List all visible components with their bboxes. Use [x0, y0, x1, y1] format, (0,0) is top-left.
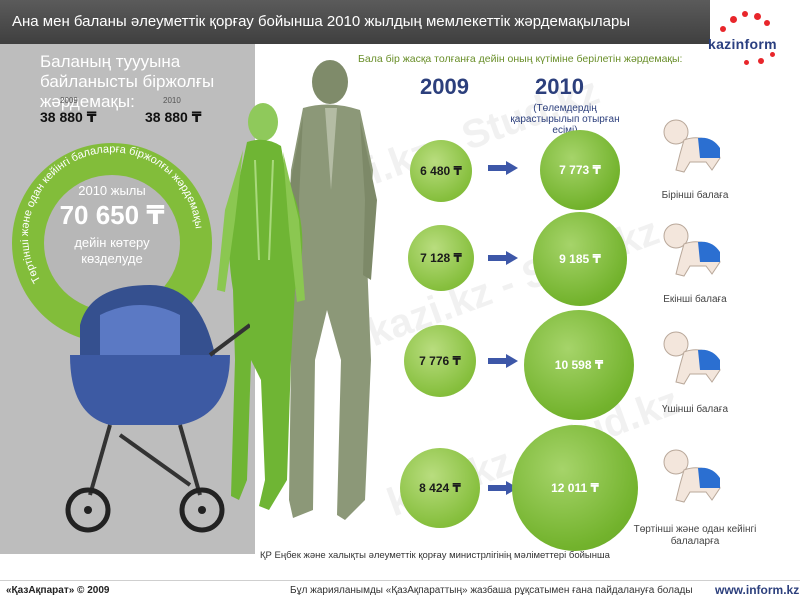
baby-crawling-icon	[663, 119, 721, 173]
logo-dot	[764, 20, 770, 26]
monthly-benefit-subtitle: Бала бір жасқа толғанға дейін оның күтім…	[358, 53, 683, 65]
logo-dot	[742, 11, 748, 17]
label-first-child: Бірінші балаға	[661, 190, 729, 201]
footer-usage-note: Бұл жарияланымды «ҚазАқпараттың» жазбаша…	[290, 585, 693, 596]
kazinform-logo: kazinform	[700, 8, 796, 68]
column-2010-note: (Төлемдердің қарастырылып отырған есімі)	[510, 103, 620, 136]
arrow-right-icon	[488, 251, 518, 265]
baby-crawling-icon	[663, 449, 721, 503]
label-third-child: Үшінші балаға	[661, 404, 728, 415]
stroller-illustration	[65, 285, 250, 533]
benefit-2009-second-child: 7 128 ₸	[408, 225, 474, 291]
ring-arc-text-svg: Төртінші және одан кейінгі балаларға бір…	[19, 143, 205, 285]
arrow-right-icon	[488, 481, 518, 495]
year-label-2010: 2010	[163, 96, 181, 105]
lump-sum-2009: 38 880 ₸	[40, 109, 97, 125]
logo-dot	[720, 26, 726, 32]
benefit-2010-fourth-child: 12 011 ₸	[512, 425, 638, 551]
header-bar: Ана мен баланы әлеуметтік қорғау бойынша…	[0, 0, 710, 44]
footer-copyright: «ҚазАқпарат» © 2009	[6, 585, 110, 596]
benefit-2010-first-child: 7 773 ₸	[540, 130, 620, 210]
woman-figure	[217, 103, 305, 510]
benefit-2010-third-child: 10 598 ₸	[524, 310, 634, 420]
benefit-2009-third-child: 7 776 ₸	[404, 325, 476, 397]
ring-amount: 70 650 ₸	[59, 200, 165, 230]
footer-site-link[interactable]: www.inform.kz	[715, 583, 800, 597]
logo-text: kazinform	[708, 36, 777, 52]
logo-dot	[770, 52, 775, 57]
logo-dot	[758, 58, 764, 64]
baby-crawling-icon	[663, 223, 721, 277]
baby-crawling-icon	[663, 331, 721, 385]
arrow-right-icon	[488, 354, 518, 368]
ring-note-line-1: дейін көтеру	[74, 235, 150, 250]
column-year-2009: 2009	[420, 74, 469, 99]
ring-note: дейін көтеру көзделуде	[12, 235, 212, 267]
header-title: Ана мен баланы әлеуметтік қорғау бойынша…	[12, 13, 631, 30]
ring-note-line-2: көзделуде	[81, 251, 143, 266]
label-fourth-child: Төртінші және одан кейінгі балаларға	[633, 524, 757, 547]
man-figure	[287, 60, 377, 520]
benefit-2009-fourth-child: 8 424 ₸	[400, 448, 480, 528]
logo-dot	[730, 16, 737, 23]
benefit-2009-first-child: 6 480 ₸	[410, 140, 472, 202]
lump-sum-2010: 38 880 ₸	[145, 109, 202, 125]
ring-year: 2010 жылы	[78, 183, 146, 198]
column-year-2010: 2010	[535, 74, 584, 99]
footer: «ҚазАқпарат» © 2009 Бұл жарияланымды «Қа…	[0, 580, 800, 598]
year-label-2009: 2009	[60, 96, 78, 105]
arrow-right-icon	[488, 161, 518, 175]
benefit-2010-second-child: 9 185 ₸	[533, 212, 627, 306]
label-second-child: Екінші балаға	[663, 294, 727, 305]
logo-dot	[754, 13, 761, 20]
parents-illustration	[217, 60, 377, 520]
logo-dot	[744, 60, 749, 65]
source-note: ҚР Еңбек және халықты әлеуметтік қорғау …	[260, 550, 610, 561]
lump-sum-title: Баланың туууына байланысты біржолғы жәрд…	[40, 52, 215, 111]
